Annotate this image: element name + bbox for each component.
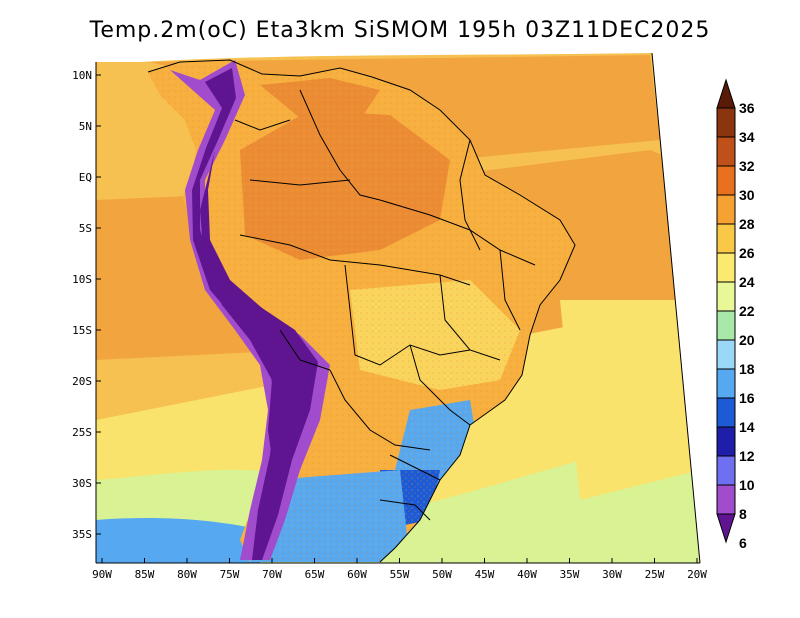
- colorbar-label: 10: [739, 477, 755, 493]
- lat-tick-label: 10N: [72, 69, 92, 82]
- lon-tick-label: 85W: [135, 568, 155, 581]
- colorbar-label: 30: [739, 187, 755, 203]
- lat-tick-label: 5S: [79, 222, 92, 235]
- lat-tick-label: 20S: [72, 375, 92, 388]
- colorbar-swatch: [716, 136, 736, 167]
- andes-deep: [200, 150, 300, 480]
- colorbar-swatch: [716, 252, 736, 283]
- lon-tick-label: 30W: [602, 568, 622, 581]
- colorbar-swatch: [716, 368, 736, 399]
- colorbar-top-arrow: [716, 78, 736, 109]
- lon-tick-label: 70W: [262, 568, 282, 581]
- colorbar-swatch: [716, 339, 736, 370]
- colorbar-label: 16: [739, 390, 755, 406]
- colorbar-label: 22: [739, 303, 755, 319]
- lon-tick-label: 90W: [92, 568, 112, 581]
- lon-tick-label: 35W: [560, 568, 580, 581]
- latitude-axis: 10N 5N EQ 5S 10S 15S 20S 25S 30S 35S: [72, 69, 101, 541]
- colorbar-swatch: [716, 484, 736, 515]
- lon-tick-label: 40W: [517, 568, 537, 581]
- lat-tick-label: 35S: [72, 528, 92, 541]
- colorbar-label: 28: [739, 216, 755, 232]
- longitude-axis: 90W 85W 80W 75W 70W 65W 60W 55W 50W 45W 40W 35W 30W 2…: [92, 558, 707, 581]
- colorbar-bottom-arrow: [716, 513, 736, 544]
- political-borders: [147, 59, 576, 563]
- lon-tick-label: 80W: [177, 568, 197, 581]
- ocean-blue-band: [96, 518, 260, 563]
- lon-tick-label: 45W: [475, 568, 495, 581]
- colorbar-label: 20: [739, 332, 755, 348]
- lat-tick-label: 5N: [79, 120, 92, 133]
- colorbar-swatch: [716, 281, 736, 312]
- colorbar-label: 36: [739, 100, 755, 116]
- colorbar-swatch: [716, 165, 736, 196]
- colorbar-swatch: [716, 426, 736, 457]
- temperature-field: [96, 53, 700, 563]
- east-ocean-pale: [560, 300, 700, 500]
- colorbar-label: 26: [739, 245, 755, 261]
- lon-tick-label: 20W: [687, 568, 707, 581]
- lon-tick-label: 75W: [220, 568, 240, 581]
- colorbar-swatch: [716, 397, 736, 428]
- colorbar-swatch: [716, 223, 736, 254]
- colorbar-swatch: [716, 455, 736, 486]
- colorbar-label: 32: [739, 158, 755, 174]
- lon-tick-label: 55W: [390, 568, 410, 581]
- lat-tick-label: 10S: [72, 273, 92, 286]
- lat-tick-label: 30S: [72, 477, 92, 490]
- lon-tick-label: 50W: [432, 568, 452, 581]
- colorbar-label: 6: [739, 535, 747, 551]
- colorbar-label: 14: [739, 419, 755, 435]
- colorbar-label: 18: [739, 361, 755, 377]
- colorbar-label: 24: [739, 274, 755, 290]
- colorbar-label: 8: [739, 506, 747, 522]
- lon-tick-label: 65W: [305, 568, 325, 581]
- colorbar-label: 12: [739, 448, 755, 464]
- colorbar-swatch: [716, 310, 736, 341]
- lat-tick-label: 15S: [72, 324, 92, 337]
- map-title: Temp.2m(oC) Eta3km SiSMOM 195h 03Z11DEC2…: [89, 18, 711, 43]
- colorbar-label: 34: [739, 129, 755, 145]
- lat-tick-label: EQ: [79, 171, 92, 184]
- lon-tick-label: 25W: [645, 568, 665, 581]
- colorbar: 36 34 32 30 28 26 24 22 20 18 16 14 12 10 8 6: [716, 78, 755, 551]
- lon-tick-label: 60W: [347, 568, 367, 581]
- colorbar-swatch: [716, 194, 736, 225]
- lat-tick-label: 25S: [72, 426, 92, 439]
- colorbar-swatch: [716, 107, 736, 138]
